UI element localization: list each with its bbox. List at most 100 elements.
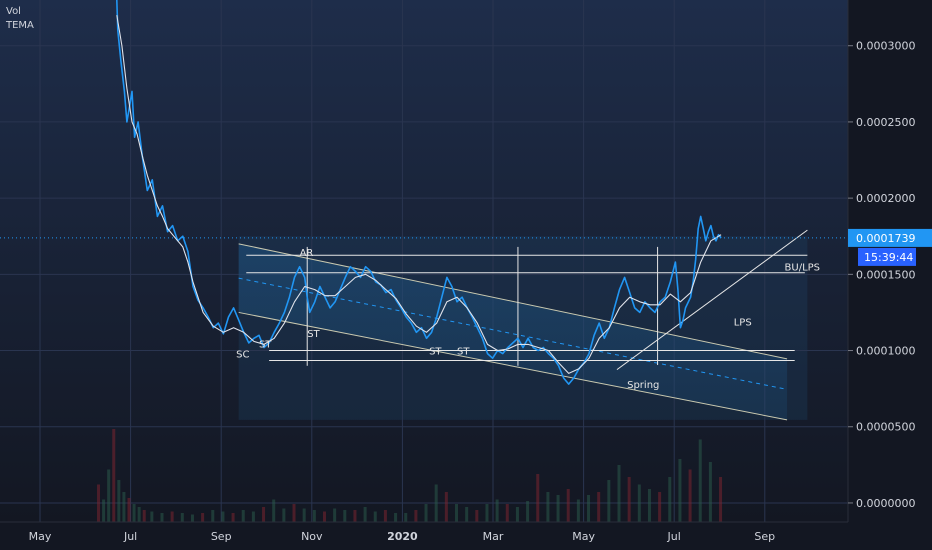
volume-bar — [282, 508, 286, 522]
channel-midline — [238, 277, 788, 390]
volume-bar — [160, 513, 164, 522]
last-price-badge[interactable] — [848, 228, 932, 247]
countdown-label: 15:39:44 — [864, 251, 913, 264]
volume-bar — [647, 489, 651, 522]
volume-bar — [322, 511, 326, 522]
volume-bar — [587, 495, 591, 522]
volume-bar — [455, 504, 459, 522]
volume-bar — [434, 484, 438, 522]
volume-bar — [475, 510, 479, 522]
volume-bar — [515, 507, 519, 522]
tema-series-line[interactable] — [116, 15, 722, 374]
volume-bar — [302, 508, 306, 522]
volume-bar — [688, 469, 692, 522]
volume-bar — [658, 492, 662, 522]
volume-bar — [122, 492, 126, 522]
annotation-label[interactable]: ST — [457, 346, 470, 357]
volume-bar — [719, 477, 723, 522]
annotation-label[interactable]: ST — [259, 339, 272, 350]
annotation-label[interactable]: BU/LPS — [785, 263, 821, 274]
annotation-label[interactable]: ST — [307, 329, 320, 340]
volume-bar — [363, 507, 367, 522]
volume-bar — [221, 511, 225, 522]
trend-line[interactable] — [616, 229, 808, 370]
volume-bar — [127, 498, 131, 522]
volume-bar — [424, 504, 428, 522]
volume-bar — [112, 429, 116, 522]
volume-bar — [312, 510, 316, 522]
volume-bar — [576, 499, 580, 522]
price-tick-label: 0.0001000 — [856, 345, 916, 358]
volume-bar — [353, 510, 357, 522]
volume-bar — [607, 480, 611, 522]
channel-upper-line[interactable] — [238, 243, 788, 360]
countdown-badge — [858, 247, 916, 266]
annotation-label[interactable]: Spring — [627, 380, 659, 391]
price-tick-label: 0.0001500 — [856, 268, 916, 281]
volume-bar — [272, 499, 276, 522]
last-price-label: 0.0001739 — [856, 232, 916, 245]
time-tick-label: May — [29, 530, 52, 543]
volume-bar — [597, 492, 601, 522]
time-axis[interactable] — [0, 522, 848, 550]
time-tick-label: Jul — [123, 530, 137, 543]
volume-bar — [394, 513, 398, 522]
volume-bar — [637, 484, 641, 522]
volume-bar — [404, 513, 408, 522]
volume-bar — [546, 492, 550, 522]
time-tick-label: Nov — [301, 530, 323, 543]
volume-bar — [708, 462, 712, 522]
volume-bar — [107, 469, 111, 522]
volume-bar — [142, 510, 146, 522]
annotation-label[interactable]: AR — [300, 248, 314, 259]
price-tick-label: 0.0002500 — [856, 116, 916, 129]
volume-bar — [170, 511, 174, 522]
price-tick-label: 0.0003000 — [856, 40, 916, 53]
time-tick-label: Sep — [211, 530, 232, 543]
annotation-label[interactable]: SC — [236, 349, 249, 360]
volume-bar — [137, 507, 141, 522]
time-tick-label: May — [572, 530, 595, 543]
indicator-vol-label[interactable]: Vol — [6, 6, 21, 17]
volume-bar — [180, 513, 184, 522]
time-tick-label: Jul — [667, 530, 681, 543]
price-axis[interactable] — [848, 0, 932, 550]
volume-bar — [333, 508, 337, 522]
volume-bar — [97, 484, 101, 522]
channel-lower-line[interactable] — [238, 311, 788, 421]
volume-bar — [211, 510, 215, 522]
time-tick-label: Sep — [754, 530, 775, 543]
volume-bar — [444, 492, 448, 522]
volume-bar — [678, 459, 682, 522]
time-tick-label: Mar — [483, 530, 504, 543]
indicator-tema-label[interactable]: TEMA — [6, 20, 34, 31]
volume-bar — [251, 511, 255, 522]
volume-bar — [627, 477, 631, 522]
time-tick-label: 2020 — [387, 530, 418, 543]
channel-fill — [238, 243, 788, 420]
volume-bar — [485, 504, 489, 522]
volume-bar — [373, 511, 377, 522]
annotation-label[interactable]: LPS — [734, 317, 752, 328]
volume-bar — [262, 507, 266, 522]
plot-background — [0, 0, 848, 522]
volume-bar — [617, 465, 621, 522]
volume-bar — [102, 499, 106, 522]
price-series-line[interactable] — [116, 0, 722, 385]
volume-bar — [566, 489, 570, 522]
volume-bar — [556, 495, 560, 522]
volume-bar — [505, 504, 509, 522]
volume-bar — [343, 510, 347, 522]
volume-bar — [465, 507, 469, 522]
volume-bar — [190, 514, 194, 522]
volume-bar — [201, 513, 205, 522]
volume-bar — [536, 474, 540, 522]
volume-bar — [698, 439, 702, 522]
volume-bar — [526, 501, 530, 522]
annotation-label[interactable]: ST — [429, 346, 442, 357]
volume-bar — [668, 477, 672, 522]
volume-bar — [132, 504, 136, 522]
volume-bar — [241, 510, 245, 522]
